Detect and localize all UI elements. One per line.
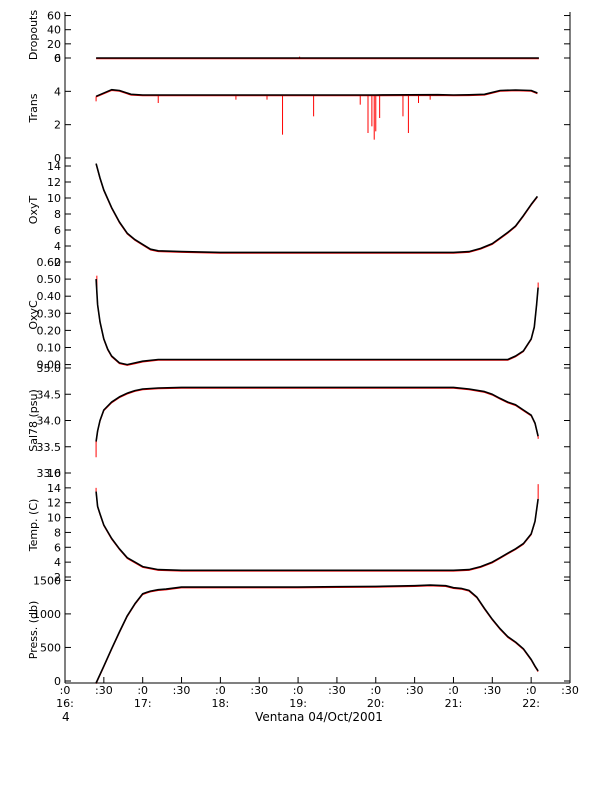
y-tick-label: 4 xyxy=(54,556,61,569)
x-tick-hour-label: 17: xyxy=(134,697,152,710)
y-tick-label: 0.30 xyxy=(37,307,62,320)
x-tick-hour-label: 16: xyxy=(56,697,74,710)
y-tick-label: 0.40 xyxy=(37,290,62,303)
y-tick-label: 0.60 xyxy=(37,256,62,269)
y-axis-title: Dropouts xyxy=(27,10,40,60)
x-tick-label: :30 xyxy=(95,684,113,697)
x-tick-hour-label: 20: xyxy=(367,697,385,710)
x-tick-label: :0 xyxy=(215,684,226,697)
y-tick-label: 500 xyxy=(40,641,61,654)
y-tick-label: 1000 xyxy=(33,608,61,621)
data-line xyxy=(95,279,539,366)
x-tick-label: :30 xyxy=(406,684,424,697)
x-tick-label: :0 xyxy=(60,684,71,697)
x-tick-hour-label: 19: xyxy=(289,697,307,710)
y-tick-label: 6 xyxy=(54,224,61,237)
panel-4: 33.0 33.5 34.0 34.5 35.0 Sal78 (psu) xyxy=(27,362,571,480)
y-tick-label: 10 xyxy=(47,512,61,525)
y-tick-label: 8 xyxy=(54,526,61,539)
data-line xyxy=(95,584,539,684)
y-tick-label: 2 xyxy=(54,256,61,269)
x-tick-label: :30 xyxy=(250,684,268,697)
x-tick-label: :30 xyxy=(328,684,346,697)
x-tick-label: :30 xyxy=(483,684,501,697)
x-tick-label: :0 xyxy=(137,684,148,697)
y-axis-title: Temp. (C) xyxy=(27,499,40,553)
x-tick-hour-label: 22: xyxy=(522,697,540,710)
y-tick-label: 10 xyxy=(47,192,61,205)
y-tick-label: 16 xyxy=(47,467,61,480)
y-tick-label: 34.0 xyxy=(37,415,62,428)
y-tick-label: 0 xyxy=(54,52,61,65)
y-tick-label: 2 xyxy=(54,571,61,584)
data-line xyxy=(95,88,538,98)
panel-2: 2 4 6 8 10 12 14 OxyT xyxy=(27,158,571,269)
y-tick-label: 35.0 xyxy=(37,362,62,375)
x-tick-label: :0 xyxy=(526,684,537,697)
y-tick-label: 6 xyxy=(54,52,61,65)
y-tick-label: 0.50 xyxy=(37,273,62,286)
y-axis-title: Press. (db) xyxy=(27,601,40,660)
panel-6: 0 500 1000 1500 Press. (db) xyxy=(27,574,571,688)
panel-1: 0 2 4 6 Trans xyxy=(27,52,571,165)
y-tick-label: 14 xyxy=(47,482,61,495)
x-tick-label: :0 xyxy=(293,684,304,697)
x-axis-title: Ventana 04/Oct/2001 xyxy=(255,710,383,724)
time-axis: :016::30:017::30:018::30:019::30:020::30… xyxy=(56,677,579,710)
y-tick-label: 0 xyxy=(54,675,61,688)
corner-label: 4 xyxy=(62,710,70,724)
y-tick-label: 1500 xyxy=(33,574,61,587)
y-tick-label: 60 xyxy=(47,10,61,23)
y-axis-title: Trans xyxy=(27,93,40,123)
y-tick-label: 40 xyxy=(47,24,61,37)
x-tick-label: :30 xyxy=(561,684,579,697)
y-tick-label: 4 xyxy=(54,85,61,98)
x-tick-label: :0 xyxy=(370,684,381,697)
y-tick-label: 0.10 xyxy=(37,341,62,354)
panels: 0204060Dropouts0246Trans2468101214OxyT0.… xyxy=(27,10,571,688)
y-axis-title: OxyC xyxy=(27,300,40,330)
y-axis-title: Sal78 (psu) xyxy=(27,389,40,452)
data-line xyxy=(95,163,539,254)
y-tick-label: 0.00 xyxy=(37,359,62,372)
y-tick-label: 4 xyxy=(54,240,61,253)
y-tick-label: 8 xyxy=(54,208,61,221)
x-tick-hour-label: 21: xyxy=(445,697,463,710)
y-tick-label: 33.5 xyxy=(37,441,62,454)
panel-3: 0.00 0.10 0.20 0.30 0.40 0.50 0.60 OxyC xyxy=(27,256,571,372)
y-axis-title: OxyT xyxy=(27,196,40,225)
y-tick-label: 20 xyxy=(47,38,61,51)
y-tick-label: 0.20 xyxy=(37,324,62,337)
x-tick-hour-label: 18: xyxy=(212,697,230,710)
x-tick-label: :0 xyxy=(448,684,459,697)
y-tick-label: 34.5 xyxy=(37,388,62,401)
y-tick-label: 12 xyxy=(47,497,61,510)
x-tick-label: :30 xyxy=(173,684,191,697)
y-tick-label: 0 xyxy=(54,152,61,165)
data-line xyxy=(95,386,539,442)
y-tick-label: 12 xyxy=(47,176,61,189)
data-line xyxy=(95,491,539,572)
y-tick-label: 6 xyxy=(54,541,61,554)
y-tick-label: 2 xyxy=(54,119,61,132)
y-tick-label: 14 xyxy=(47,160,61,173)
panel-5: 2 4 6 810 12 14 16 Temp. (C) xyxy=(27,467,571,584)
y-tick-label: 33.0 xyxy=(37,467,62,480)
